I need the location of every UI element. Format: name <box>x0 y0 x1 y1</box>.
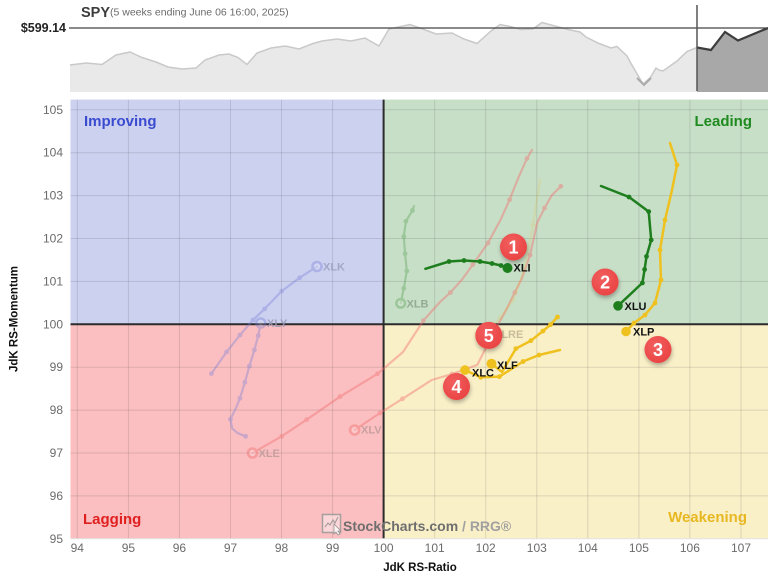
svg-text:XLK: XLK <box>323 262 345 274</box>
svg-text:95: 95 <box>50 532 64 546</box>
svg-text:SPY: SPY <box>81 5 110 21</box>
svg-text:$599.14: $599.14 <box>21 21 66 35</box>
svg-text:95: 95 <box>122 541 136 555</box>
svg-text:103: 103 <box>43 189 63 203</box>
svg-text:100: 100 <box>374 541 394 555</box>
svg-text:94: 94 <box>71 541 85 555</box>
svg-text:97: 97 <box>224 541 238 555</box>
svg-text:1: 1 <box>508 238 518 258</box>
svg-text:Improving: Improving <box>84 113 157 130</box>
svg-text:XLV: XLV <box>361 425 382 437</box>
svg-text:104: 104 <box>578 541 598 555</box>
svg-text:Lagging: Lagging <box>83 511 141 528</box>
svg-text:Weakening: Weakening <box>668 509 747 526</box>
svg-text:103: 103 <box>527 541 547 555</box>
svg-text:4: 4 <box>451 377 461 397</box>
svg-text:101: 101 <box>43 274 63 288</box>
svg-text:98: 98 <box>50 403 64 417</box>
svg-text:105: 105 <box>629 541 649 555</box>
svg-text:106: 106 <box>680 541 700 555</box>
svg-text:JdK RS-Momentum: JdK RS-Momentum <box>9 266 21 372</box>
svg-text:99: 99 <box>50 360 64 374</box>
svg-text:XLP: XLP <box>633 327 654 339</box>
svg-text:105: 105 <box>43 103 63 117</box>
svg-text:(5 weeks ending June 06 16:00,: (5 weeks ending June 06 16:00, 2025) <box>110 7 289 19</box>
svg-text:101: 101 <box>425 541 445 555</box>
svg-text:107: 107 <box>731 541 751 555</box>
svg-text:100: 100 <box>43 317 63 331</box>
svg-text:XLB: XLB <box>407 299 429 311</box>
svg-text:XLC: XLC <box>472 368 494 380</box>
svg-text:97: 97 <box>50 446 64 460</box>
svg-text:96: 96 <box>173 541 187 555</box>
svg-text:104: 104 <box>43 146 63 160</box>
svg-text:Leading: Leading <box>694 113 752 130</box>
svg-text:XLF: XLF <box>497 360 518 372</box>
svg-text:102: 102 <box>43 232 63 246</box>
svg-text:XLE: XLE <box>259 448 280 460</box>
svg-text:102: 102 <box>476 541 496 555</box>
svg-text:JdK RS-Ratio: JdK RS-Ratio <box>383 562 456 574</box>
svg-text:5: 5 <box>484 326 494 346</box>
svg-text:StockCharts.com / RRG®: StockCharts.com / RRG® <box>343 518 512 534</box>
svg-text:XLI: XLI <box>514 263 531 275</box>
svg-text:XLY: XLY <box>267 318 288 330</box>
svg-text:99: 99 <box>326 541 340 555</box>
svg-text:2: 2 <box>600 273 610 293</box>
svg-text:96: 96 <box>50 489 64 503</box>
svg-text:98: 98 <box>275 541 289 555</box>
svg-text:XLU: XLU <box>625 301 647 313</box>
svg-text:3: 3 <box>653 340 663 360</box>
